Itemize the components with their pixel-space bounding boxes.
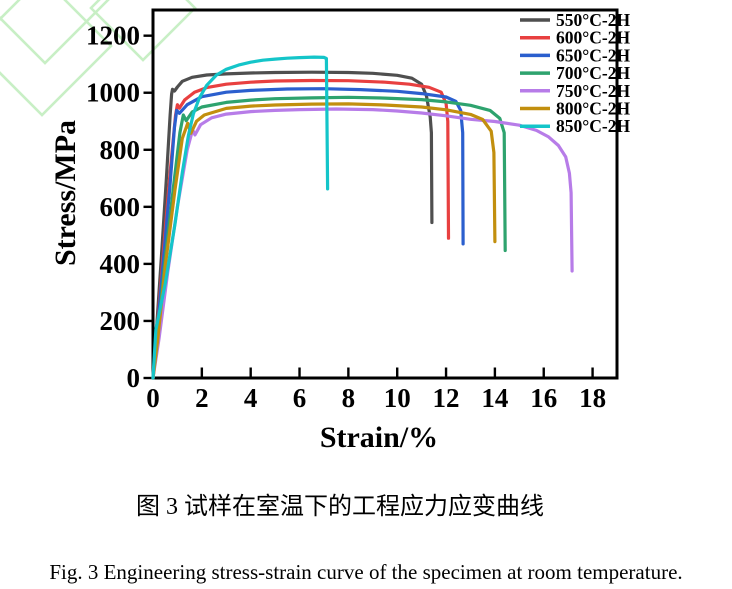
series-850C-2H <box>151 55 330 380</box>
legend: 550°C-2H600°C-2H650°C-2H700°C-2H750°C-2H… <box>520 10 630 136</box>
y-tick-label: 400 <box>100 249 141 279</box>
y-tick-label: 600 <box>100 192 141 222</box>
y-axis-title: Stress/MPa <box>49 119 82 267</box>
legend-label: 600°C-2H <box>556 28 630 48</box>
x-tick-label: 6 <box>293 383 307 413</box>
y-tick-label: 1000 <box>86 78 140 108</box>
watermark-diamond <box>0 0 113 117</box>
legend-label: 650°C-2H <box>556 45 630 65</box>
x-tick-label: 2 <box>195 383 209 413</box>
x-tick-label: 4 <box>244 383 258 413</box>
series-700C-2H <box>151 95 507 380</box>
stress-strain-chart: 0 2 4 6 8 10 12 14 16 18 0 200 400 600 800 1000 1200 550°… <box>0 0 630 413</box>
x-tick-label: 18 <box>579 383 606 413</box>
plot-border <box>151 8 619 380</box>
series-600C-2H <box>151 78 451 380</box>
x-tick-label: 8 <box>342 383 356 413</box>
x-tick-label: 12 <box>433 383 460 413</box>
x-tick-label: 10 <box>384 383 411 413</box>
watermark <box>0 0 197 117</box>
x-axis-title: Strain/% <box>319 421 439 454</box>
y-tick-label: 0 <box>127 363 141 393</box>
legend-label: 850°C-2H <box>556 116 630 136</box>
y-tick-label: 800 <box>100 135 141 165</box>
legend-label: 700°C-2H <box>556 63 630 83</box>
x-tick-label: 0 <box>146 383 160 413</box>
y-tick-label: 1200 <box>86 21 140 51</box>
series-750C-2H <box>151 107 574 380</box>
series-800C-2H <box>151 102 497 380</box>
caption-english: Fig. 3 Engineering stress-strain curve o… <box>49 560 683 584</box>
caption-chinese: 图 3 试样在室温下的工程应力应变曲线 <box>136 494 544 520</box>
series-650C-2H <box>151 87 465 380</box>
x-tick-label: 14 <box>481 383 508 413</box>
x-tick-label: 16 <box>530 383 557 413</box>
legend-label: 550°C-2H <box>556 10 630 30</box>
watermark-diamond <box>89 0 197 62</box>
y-tick-label: 200 <box>100 306 141 336</box>
legend-label: 750°C-2H <box>556 81 630 101</box>
watermark-diamond <box>0 0 110 65</box>
series-550C-2H <box>151 70 434 380</box>
legend-label: 800°C-2H <box>556 99 630 119</box>
